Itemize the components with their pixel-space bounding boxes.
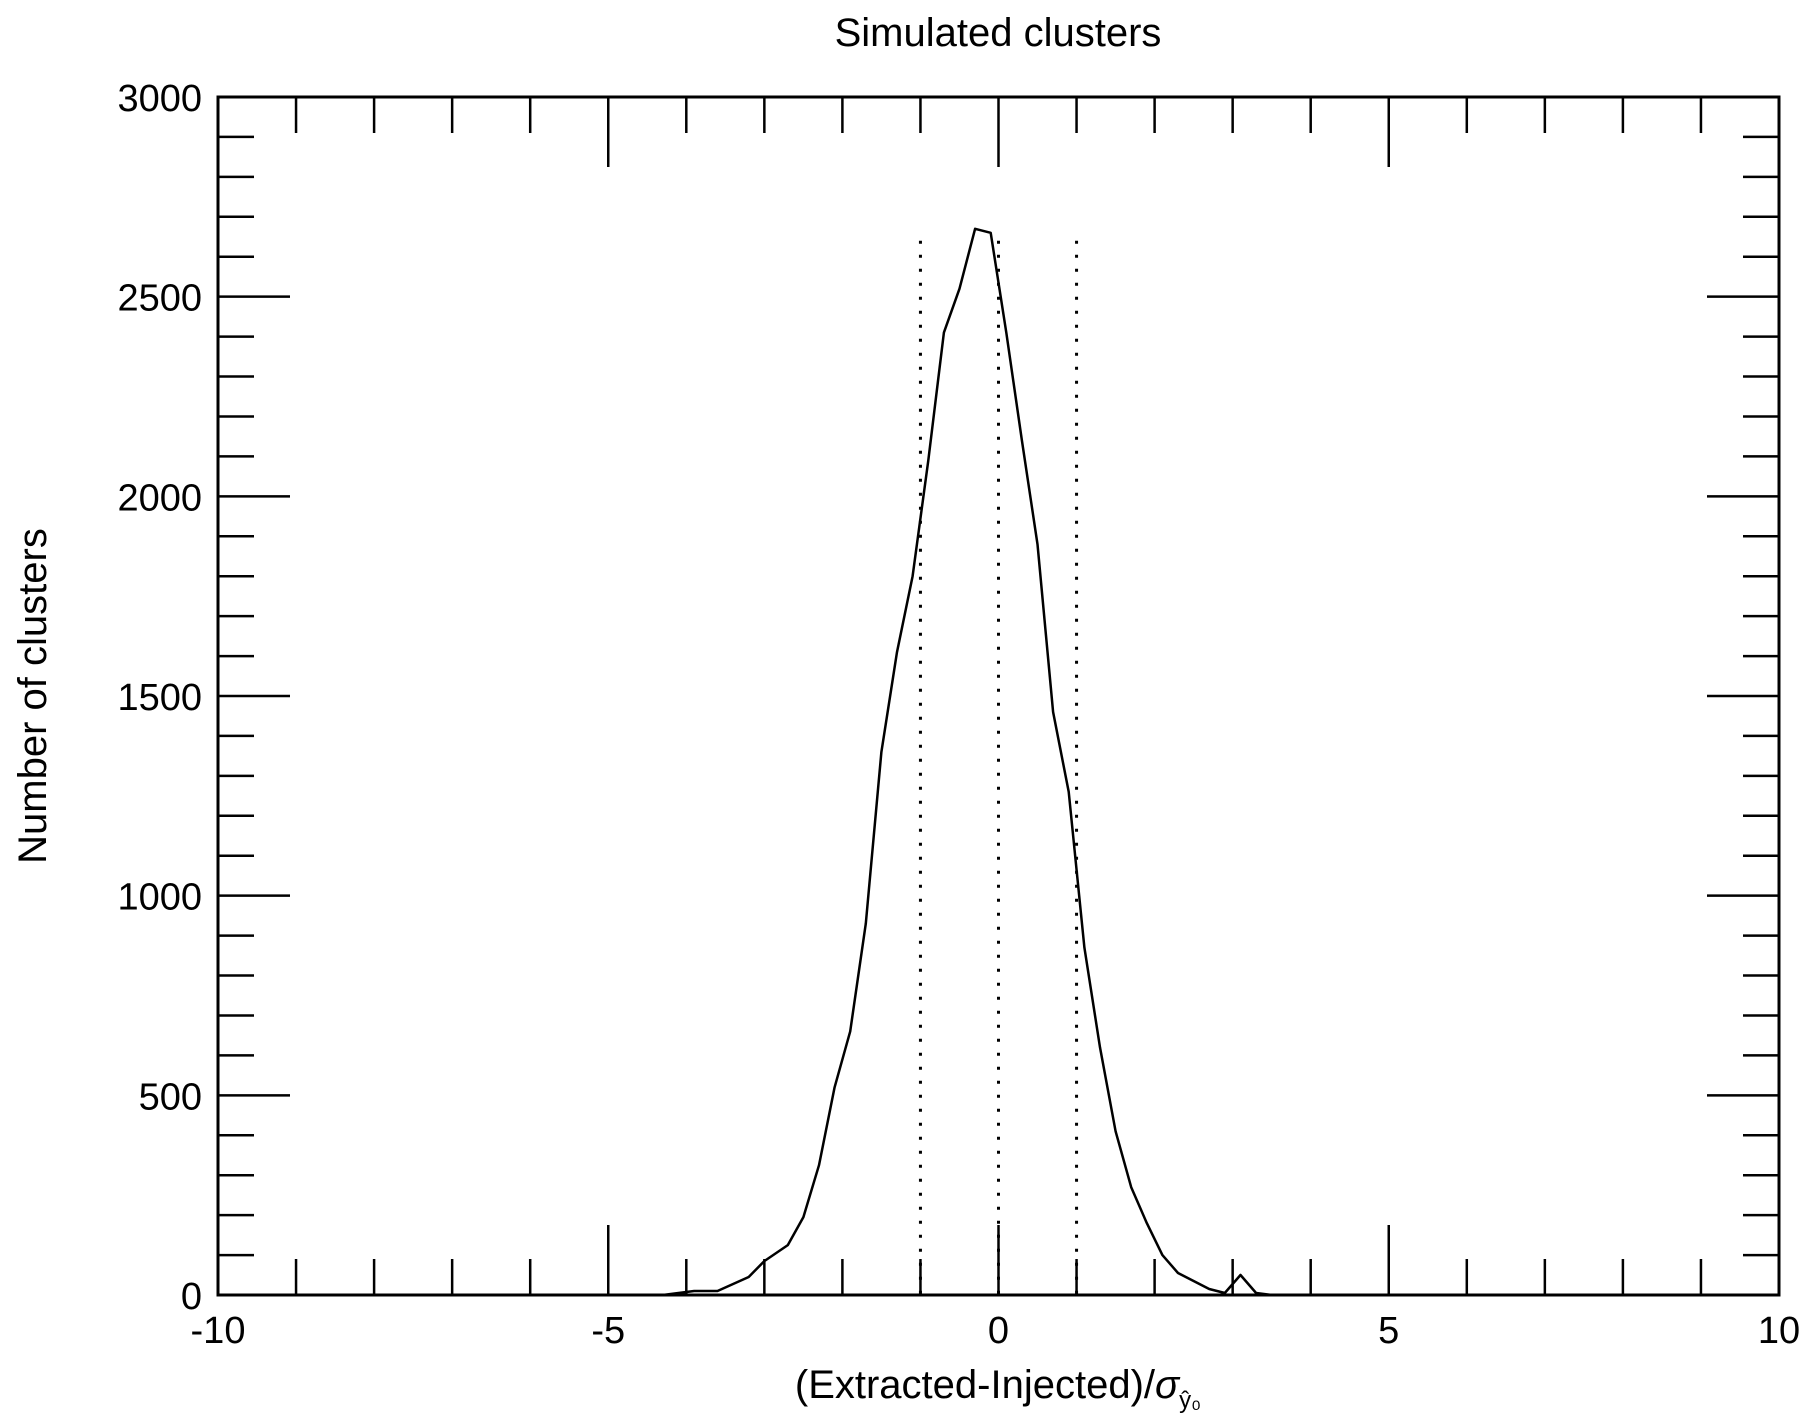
y-tick-label: 2500 <box>117 278 202 320</box>
y-tick-label: 2000 <box>117 477 202 519</box>
x-axis-label-subscript: ŷ₀ <box>1179 1387 1201 1414</box>
x-axis-label-text: (Extracted-Injected)/ <box>795 1363 1156 1407</box>
major-ticks <box>216 95 1781 1297</box>
y-tick-label: 3000 <box>117 78 202 120</box>
x-tick-label: 10 <box>1758 1310 1800 1352</box>
x-tick-labels: -10 -5 0 5 10 <box>191 1310 1801 1352</box>
x-tick-label: 5 <box>1378 1310 1399 1352</box>
y-axis-label: Number of clusters <box>11 528 55 864</box>
x-axis-label-symbol: σ <box>1155 1363 1181 1407</box>
y-tick-label: 1500 <box>117 677 202 719</box>
reference-lines <box>918 240 1079 1295</box>
x-tick-label: -10 <box>191 1310 246 1352</box>
series-line <box>662 227 1272 1297</box>
y-tick-label: 0 <box>181 1276 202 1318</box>
chart-title: Simulated clusters <box>835 11 1162 55</box>
y-tick-labels: 0 500 1000 1500 2000 2500 3000 <box>117 78 202 1318</box>
y-tick-label: 500 <box>139 1076 202 1118</box>
x-tick-label: 0 <box>988 1310 1009 1352</box>
series-layer <box>662 227 1272 1297</box>
minor-ticks <box>218 97 1779 1295</box>
x-tick-label: -5 <box>591 1310 625 1352</box>
y-tick-label: 1000 <box>117 877 202 919</box>
x-axis-label: (Extracted-Injected)/σŷ₀ <box>795 1363 1201 1414</box>
